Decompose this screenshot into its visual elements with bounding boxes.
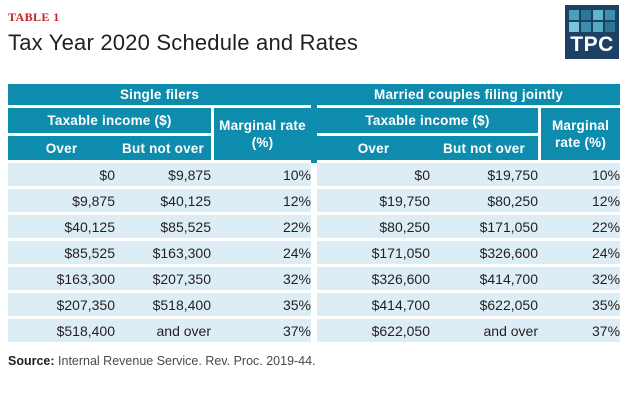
income-cell: $207,350 bbox=[8, 293, 115, 319]
table-row: $0 $9,875 10% $0 $19,750 10% bbox=[8, 163, 621, 189]
marginal-rate-header-single: Marginal rate (%) bbox=[211, 108, 311, 163]
source-label: Source: bbox=[8, 354, 55, 368]
table-body: $0 $9,875 10% $0 $19,750 10% $9,875 $40,125 12% $… bbox=[8, 163, 621, 345]
marginal-rate-cell: 24% bbox=[538, 241, 621, 267]
section-header-row: Single filers Married couples filing joi… bbox=[8, 84, 621, 108]
marginal-rate-cell: 12% bbox=[538, 189, 621, 215]
source-text: Internal Revenue Service. Rev. Proc. 201… bbox=[54, 354, 316, 368]
tpc-logo: TPC bbox=[565, 5, 619, 59]
marginal-rate-cell: 10% bbox=[211, 163, 311, 189]
logo-tile bbox=[605, 10, 615, 20]
marginal-rate-cell: 35% bbox=[538, 293, 621, 319]
income-cell: $40,125 bbox=[115, 189, 211, 215]
income-cell: $622,050 bbox=[317, 319, 430, 345]
income-cell: $163,300 bbox=[8, 267, 115, 293]
tax-rates-table: Single filers Married couples filing joi… bbox=[8, 84, 621, 345]
table-row: $207,350 $518,400 35% $414,700 $622,050 35% bbox=[8, 293, 621, 319]
over-header-single: Over bbox=[8, 136, 115, 163]
income-cell: $9,875 bbox=[8, 189, 115, 215]
source-note: Source: Internal Revenue Service. Rev. P… bbox=[8, 354, 626, 368]
logo-tile bbox=[605, 22, 615, 32]
income-cell: $171,050 bbox=[430, 215, 538, 241]
income-cell: $9,875 bbox=[115, 163, 211, 189]
marginal-rate-cell: 22% bbox=[538, 215, 621, 241]
but-not-over-header-married: But not over bbox=[430, 136, 538, 163]
table-row: $9,875 $40,125 12% $19,750 $80,250 12% bbox=[8, 189, 621, 215]
income-cell: $414,700 bbox=[317, 293, 430, 319]
income-cell: and over bbox=[115, 319, 211, 345]
logo-text: TPC bbox=[570, 33, 614, 56]
taxable-income-header-single: Taxable income ($) bbox=[8, 108, 211, 136]
income-cell: and over bbox=[430, 319, 538, 345]
logo-tile bbox=[593, 10, 603, 20]
income-cell: $19,750 bbox=[430, 163, 538, 189]
income-cell: $80,250 bbox=[430, 189, 538, 215]
marginal-rate-cell: 32% bbox=[538, 267, 621, 293]
logo-tile bbox=[569, 22, 579, 32]
logo-tile bbox=[581, 22, 591, 32]
over-header-married: Over bbox=[317, 136, 430, 163]
income-cell: $19,750 bbox=[317, 189, 430, 215]
income-cell: $85,525 bbox=[115, 215, 211, 241]
income-cell: $0 bbox=[317, 163, 430, 189]
income-cell: $0 bbox=[8, 163, 115, 189]
section-gap bbox=[311, 84, 317, 108]
income-cell: $622,050 bbox=[430, 293, 538, 319]
marginal-rate-cell: 24% bbox=[211, 241, 311, 267]
section-gap bbox=[311, 163, 317, 189]
group-header-row: Taxable income ($) Marginal rate (%) Tax… bbox=[8, 108, 621, 163]
marginal-rate-cell: 12% bbox=[211, 189, 311, 215]
income-cell: $518,400 bbox=[115, 293, 211, 319]
section-title-single: Single filers bbox=[8, 84, 311, 108]
income-cell: $518,400 bbox=[8, 319, 115, 345]
table-row: $163,300 $207,350 32% $326,600 $414,700 32% bbox=[8, 267, 621, 293]
logo-tile bbox=[593, 22, 603, 32]
marginal-rate-cell: 22% bbox=[211, 215, 311, 241]
income-cell: $326,600 bbox=[317, 267, 430, 293]
section-gap bbox=[311, 319, 317, 345]
page-title: Tax Year 2020 Schedule and Rates bbox=[8, 30, 359, 55]
section-gap bbox=[311, 215, 317, 241]
logo-mosaic-icon bbox=[569, 10, 615, 32]
income-cell: $414,700 bbox=[430, 267, 538, 293]
marginal-rate-cell: 37% bbox=[211, 319, 311, 345]
marginal-rate-cell: 37% bbox=[538, 319, 621, 345]
section-gap bbox=[311, 241, 317, 267]
income-cell: $80,250 bbox=[317, 215, 430, 241]
income-cell: $207,350 bbox=[115, 267, 211, 293]
but-not-over-header-single: But not over bbox=[115, 136, 211, 163]
section-title-married: Married couples filing jointly bbox=[317, 84, 621, 108]
table-row: $518,400 and over 37% $622,050 and over 37% bbox=[8, 319, 621, 345]
heading-block: TABLE 1 Tax Year 2020 Schedule and Rates bbox=[8, 5, 358, 56]
section-gap bbox=[311, 267, 317, 293]
income-cell: $171,050 bbox=[317, 241, 430, 267]
marginal-rate-cell: 35% bbox=[211, 293, 311, 319]
income-cell: $40,125 bbox=[8, 215, 115, 241]
table-row: $40,125 $85,525 22% $80,250 $171,050 22% bbox=[8, 215, 621, 241]
income-cell: $326,600 bbox=[430, 241, 538, 267]
marginal-rate-header-married: Marginal rate (%) bbox=[538, 108, 621, 163]
table-row: $85,525 $163,300 24% $171,050 $326,600 24% bbox=[8, 241, 621, 267]
taxable-income-header-married: Taxable income ($) bbox=[317, 108, 538, 136]
income-cell: $85,525 bbox=[8, 241, 115, 267]
marginal-rate-cell: 10% bbox=[538, 163, 621, 189]
section-gap bbox=[311, 189, 317, 215]
table-label: TABLE 1 bbox=[8, 10, 60, 24]
masthead: TABLE 1 Tax Year 2020 Schedule and Rates… bbox=[0, 0, 626, 74]
section-gap bbox=[311, 293, 317, 319]
section-gap bbox=[311, 108, 317, 163]
column-header-row: Over But not over Over But not over bbox=[8, 136, 620, 163]
income-cell: $163,300 bbox=[115, 241, 211, 267]
logo-tile bbox=[569, 10, 579, 20]
logo-tile bbox=[581, 10, 591, 20]
marginal-rate-cell: 32% bbox=[211, 267, 311, 293]
